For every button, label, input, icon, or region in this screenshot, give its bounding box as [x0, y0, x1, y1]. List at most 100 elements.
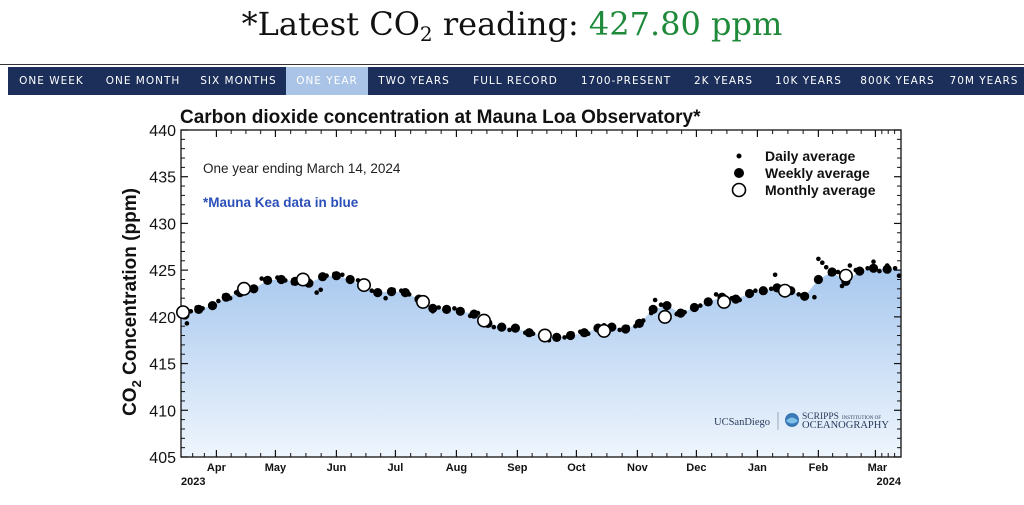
tab-full-record[interactable]: FULL RECORD — [473, 75, 558, 87]
chart-title: Carbon dioxide concentration at Mauna Lo… — [180, 107, 701, 128]
co2-chart: Carbon dioxide concentration at Mauna Lo… — [120, 107, 902, 488]
latest-reading-value: 427.80 ppm — [588, 5, 783, 43]
weekly-point — [221, 292, 231, 302]
weekly-point — [455, 306, 465, 316]
weekly-point — [428, 303, 438, 313]
daily-point — [318, 287, 324, 293]
daily-point — [369, 288, 375, 293]
daily-point — [562, 335, 567, 340]
daily-point — [259, 276, 265, 281]
weekly-point — [648, 304, 658, 314]
x-year-end-label: 2024 — [877, 476, 902, 488]
x-month-label: Jul — [387, 462, 403, 474]
tab-2k-years[interactable]: 2K YEARS — [693, 75, 754, 87]
weekly-point — [579, 328, 589, 338]
tab-70m-years[interactable]: 70M YEARS — [949, 75, 1019, 87]
monthly-point — [657, 309, 672, 324]
headline-suffix: reading: — [432, 5, 589, 43]
weekly-point — [552, 332, 562, 342]
mauna-kea-note: *Mauna Kea data in blue — [203, 195, 359, 210]
weekly-point — [373, 288, 383, 298]
weekly-point — [689, 302, 700, 313]
weekly-point — [827, 267, 837, 277]
axes: 405 410 415 420 425 430 435 440 Apr May Jun Jul Aug S… — [149, 123, 902, 488]
daily-point — [713, 292, 719, 297]
weekly-point — [469, 309, 479, 319]
data-points — [176, 256, 902, 343]
x-month-label: Feb — [809, 462, 829, 474]
tab-one-month[interactable]: ONE MONTH — [105, 75, 181, 87]
weekly-point — [249, 284, 259, 294]
weekly-point — [758, 286, 768, 296]
y-tick-label: 405 — [149, 450, 176, 467]
tab-two-years[interactable]: TWO YEARS — [378, 75, 450, 87]
weekly-point — [194, 304, 204, 314]
y-axis-label-prefix: CO — [120, 387, 141, 416]
daily-point — [823, 265, 829, 270]
daily-point — [835, 269, 841, 275]
monthly-point — [838, 268, 853, 283]
tab-10k-years[interactable]: 10K YEARS — [775, 75, 842, 87]
scripps-logo-line2: OCEANOGRAPHY — [802, 420, 889, 431]
daily-point — [877, 268, 882, 274]
legend-daily-label: Daily average — [765, 148, 855, 164]
monthly-point — [777, 283, 792, 298]
y-tick-label: 435 — [149, 170, 176, 187]
weekly-point — [400, 288, 410, 298]
weekly-point — [331, 271, 341, 281]
weekly-point — [510, 323, 520, 333]
daily-point — [507, 327, 512, 333]
tab-six-months[interactable]: SIX MONTHS — [200, 75, 277, 87]
monthly-point — [415, 294, 430, 309]
scripps-logo-line1: SCRIPPS INSTITUTION OF — [802, 412, 881, 422]
monthly-point — [295, 272, 310, 287]
scripps-logo-wave — [786, 417, 798, 424]
daily-point — [796, 292, 801, 297]
daily-point — [820, 260, 825, 265]
weekly-point — [676, 308, 686, 318]
y-axis-label-suffix: Concentration (ppm) — [120, 188, 141, 380]
weekly-point — [813, 274, 824, 285]
header-divider — [0, 64, 1024, 65]
tab-one-week[interactable]: ONE WEEK — [19, 75, 84, 87]
tab-one-year[interactable]: ONE YEAR — [286, 67, 368, 95]
monthly-point — [596, 323, 611, 338]
weekly-point — [207, 301, 218, 311]
y-axis-label-subscript: 2 — [129, 380, 144, 387]
weekly-point — [634, 318, 645, 328]
daily-point — [892, 266, 898, 271]
weekly-point — [882, 264, 892, 274]
latest-reading-headline: *Latest CO2 reading: 427.80 ppm — [0, 0, 1024, 52]
legend-daily-marker — [736, 153, 742, 159]
daily-point — [452, 306, 457, 311]
daily-point — [658, 302, 664, 307]
x-month-label: Jun — [327, 462, 347, 474]
weekly-point — [662, 301, 672, 311]
daily-point — [617, 327, 622, 333]
tab-1700-present[interactable]: 1700-PRESENT — [580, 75, 672, 87]
daily-point — [753, 288, 758, 293]
y-tick-label: 425 — [149, 263, 176, 280]
monthly-point — [476, 313, 491, 328]
co2-area — [181, 268, 901, 457]
daily-point — [772, 272, 778, 278]
legend-monthly-label: Monthly average — [765, 182, 876, 198]
headline-prefix: *Latest CO — [241, 5, 420, 43]
weekly-point — [731, 294, 741, 304]
institution-logos: UCSanDiego SCRIPPS INSTITUTION OF OCEANOG… — [714, 412, 889, 431]
x-month-label: Apr — [207, 462, 227, 474]
monthly-point — [176, 305, 191, 320]
tab-800k-years[interactable]: 800K YEARS — [860, 75, 935, 87]
daily-point — [871, 259, 876, 264]
daily-point — [768, 286, 774, 292]
daily-point — [340, 272, 345, 278]
y-tick-label: 430 — [149, 216, 176, 233]
x-month-label: Oct — [567, 462, 586, 474]
monthly-point — [237, 281, 252, 296]
legend: Daily average Weekly average Monthly ave… — [731, 148, 876, 198]
x-month-label: Jan — [748, 462, 767, 474]
weekly-point — [386, 287, 397, 297]
weekly-point — [703, 297, 713, 307]
weekly-point — [855, 266, 865, 276]
area-fill — [181, 268, 901, 457]
